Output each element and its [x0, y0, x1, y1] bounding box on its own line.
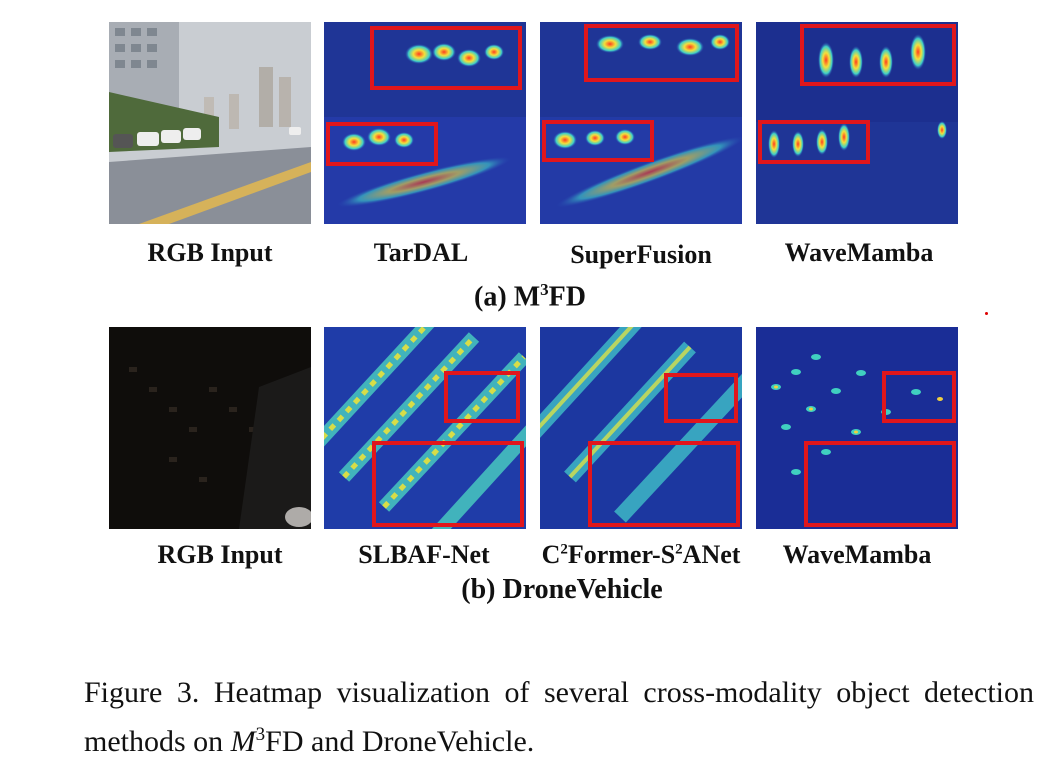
highlight-box — [804, 441, 956, 527]
highlight-box — [326, 122, 438, 166]
highlight-box — [444, 371, 520, 423]
label-wavemamba-a: WaveMamba — [784, 238, 934, 267]
label-tardal: TarDAL — [373, 238, 469, 267]
label-c2former-s2anet: C2Former-S2ANet — [541, 540, 741, 569]
label-rgb-input-b: RGB Input — [157, 540, 283, 569]
label-rgb-input-a: RGB Input — [147, 238, 273, 267]
m3fd-tardal-heatmap — [324, 22, 526, 224]
highlight-box — [664, 373, 738, 423]
subtitle-m3fd: (a) M3FD — [474, 280, 586, 313]
dronevehicle-c2former-heatmap — [540, 327, 742, 529]
highlight-box — [370, 26, 522, 90]
highlight-box — [588, 441, 740, 527]
highlight-box — [882, 371, 956, 423]
m3fd-superfusion-heatmap — [540, 22, 742, 224]
m3fd-wavemamba-heatmap — [756, 22, 958, 224]
m3fd-rgb-input-image — [109, 22, 311, 224]
label-superfusion: SuperFusion — [570, 240, 712, 269]
subtitle-dronevehicle: (b) DroneVehicle — [461, 574, 663, 605]
dronevehicle-slbaf-net-heatmap — [324, 327, 526, 529]
highlight-box — [372, 441, 524, 527]
dronevehicle-wavemamba-heatmap — [756, 327, 958, 529]
label-slbaf-net: SLBAF-Net — [358, 540, 490, 569]
stray-mark — [985, 312, 988, 315]
highlight-box — [542, 120, 654, 162]
highlight-box — [584, 24, 739, 82]
label-wavemamba-b: WaveMamba — [782, 540, 932, 569]
highlight-box — [800, 24, 956, 86]
dronevehicle-rgb-input-image — [109, 327, 311, 529]
figure-caption: Figure 3. Heatmap visualization of sever… — [84, 676, 1034, 758]
highlight-box — [758, 120, 870, 164]
